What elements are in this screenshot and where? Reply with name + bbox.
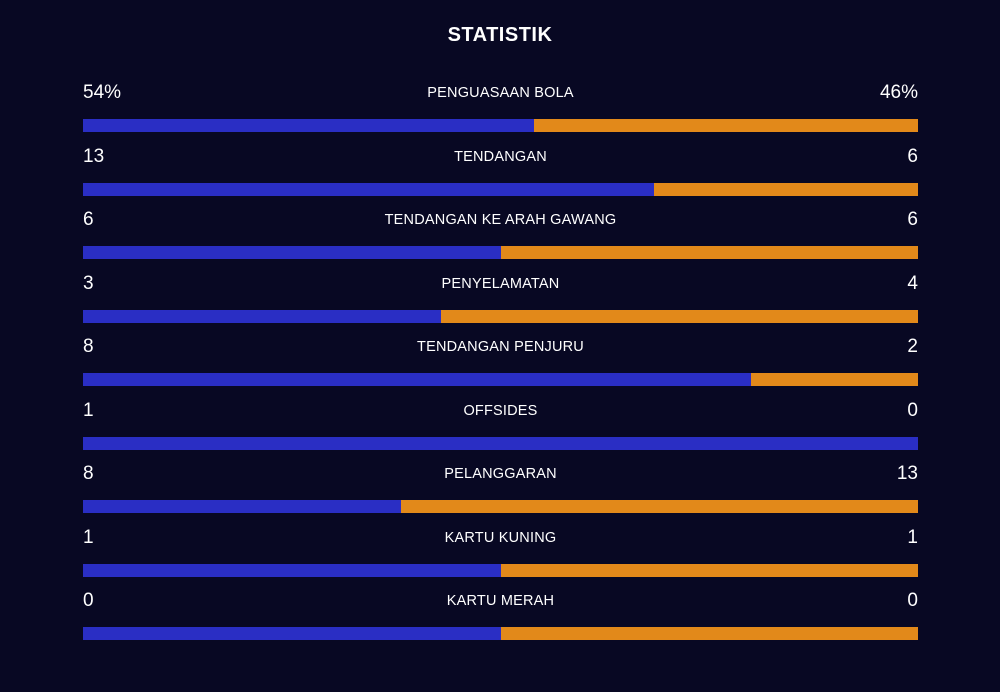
away-bar-fill (751, 373, 918, 386)
stat-row-shots-on-target: 6 TENDANGAN KE ARAH GAWANG 6 (83, 207, 918, 271)
comparison-bar (83, 373, 918, 386)
stat-label: KARTU KUNING (444, 529, 557, 546)
home-bar-fill (83, 182, 655, 196)
away-value: 1 (907, 526, 918, 548)
home-bar-fill (83, 436, 918, 450)
away-value: 6 (907, 209, 918, 230)
stat-label: OFFSIDES (463, 402, 538, 419)
comparison-bar (83, 627, 918, 640)
home-value: 13 (83, 145, 105, 167)
home-bar-fill (83, 246, 501, 259)
stat-label: PENGUASAAN BOLA (427, 85, 574, 101)
stat-row-offsides: 1 OFFSIDES 0 (83, 398, 918, 462)
home-value: 54% (83, 82, 122, 103)
home-bar-fill (83, 563, 501, 577)
comparison-bar (83, 309, 918, 323)
away-value: 13 (896, 463, 918, 484)
stat-row-yellow-cards: 1 KARTU KUNING 1 (83, 525, 918, 589)
away-bar-fill (401, 500, 918, 513)
away-bar-fill (500, 246, 918, 259)
away-bar-fill (440, 309, 918, 323)
stat-row-fouls: 8 PELANGGARAN 13 (83, 461, 918, 525)
comparison-bar (83, 563, 918, 577)
away-value: 0 (907, 399, 918, 421)
comparison-bar (83, 436, 918, 450)
away-value: 4 (907, 272, 918, 294)
comparison-bar (83, 246, 918, 259)
away-value: 2 (907, 336, 918, 357)
away-bar-fill (500, 627, 918, 640)
comparison-bar (83, 119, 918, 132)
home-value: 1 (83, 399, 94, 421)
away-bar-fill (500, 563, 918, 577)
stat-label: PELANGGARAN (444, 466, 557, 482)
home-value: 6 (83, 209, 94, 230)
stats-title: STATISTIK (447, 24, 553, 46)
stat-row-red-cards: 0 KARTU MERAH 0 (83, 588, 918, 652)
home-bar-fill (83, 373, 751, 386)
stat-label: TENDANGAN (454, 148, 547, 165)
stat-row-shots: 13 TENDANGAN 6 (83, 144, 918, 208)
stat-label: TENDANGAN PENJURU (417, 339, 584, 355)
comparison-bar (83, 500, 918, 513)
comparison-bar (83, 182, 918, 196)
home-value: 0 (83, 590, 94, 611)
stats-list: 54% PENGUASAAN BOLA 46% 13 TENDANGAN 6 6… (83, 80, 918, 652)
home-value: 1 (83, 526, 94, 548)
away-bar-fill (654, 182, 918, 196)
away-value: 0 (907, 590, 918, 611)
home-bar-fill (83, 309, 441, 323)
home-value: 8 (83, 336, 94, 357)
home-bar-fill (83, 500, 402, 513)
home-bar-fill (83, 119, 534, 132)
stat-row-corners: 8 TENDANGAN PENJURU 2 (83, 334, 918, 398)
home-value: 3 (83, 272, 94, 294)
stat-label: PENYELAMATAN (441, 275, 560, 292)
stat-row-saves: 3 PENYELAMATAN 4 (83, 271, 918, 335)
away-value: 6 (907, 145, 918, 167)
home-value: 8 (83, 463, 94, 484)
stat-label: TENDANGAN KE ARAH GAWANG (384, 212, 617, 228)
away-value: 46% (879, 82, 918, 103)
stat-label: KARTU MERAH (446, 593, 555, 609)
home-bar-fill (83, 627, 501, 640)
away-bar-fill (533, 119, 918, 132)
stat-row-possession: 54% PENGUASAAN BOLA 46% (83, 80, 918, 144)
